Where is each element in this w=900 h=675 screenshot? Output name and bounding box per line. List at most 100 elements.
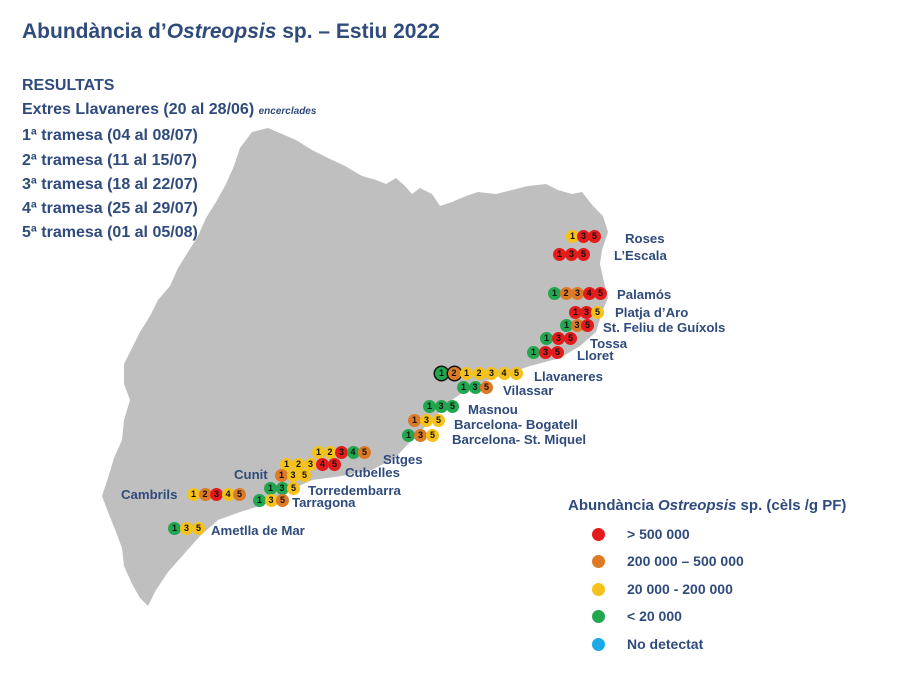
sample-dot: 1 — [423, 400, 436, 413]
sample-dot: 4 — [582, 287, 596, 300]
sample-dot: 5 — [426, 429, 439, 442]
legend-label: > 500 000 — [627, 526, 690, 542]
sample-dot: 5 — [298, 469, 311, 482]
site-label: Cunit — [234, 467, 268, 482]
sample-dot: 3 — [275, 482, 289, 495]
sample-dot: 3 — [286, 469, 300, 482]
site-label: Lloret — [577, 348, 614, 363]
legend-label: 200 000 – 500 000 — [627, 553, 744, 569]
sample-dot: 2 — [323, 446, 337, 459]
shipment-2: 2ª tramesa (11 al 15/07) — [22, 151, 197, 169]
sample-dot: 3 — [577, 230, 590, 243]
page-title: Abundància d’Ostreopsis sp. – Estiu 2022 — [22, 20, 440, 43]
sample-dot: 3 — [485, 367, 498, 380]
legend-title: Abundància Ostreopsis sp. (cèls /g PF) — [568, 497, 847, 514]
sample-dot: 1 — [457, 381, 470, 394]
shipment-4: 4ª tramesa (25 al 29/07) — [22, 200, 198, 218]
legend-swatch — [592, 555, 605, 568]
sample-dot: 3 — [539, 346, 552, 359]
site-label: Tarragona — [292, 495, 356, 510]
legend-label: < 20 000 — [627, 608, 682, 624]
site-label: Llavaneres — [534, 369, 603, 384]
sample-dot: 3 — [570, 319, 584, 332]
shipment-1: 1ª tramesa (04 al 08/07) — [22, 127, 198, 145]
sample-dot: 3 — [180, 522, 193, 535]
sample-dot: 5 — [564, 332, 577, 345]
sample-dot: 1 — [168, 522, 181, 535]
sample-dot: 1 — [553, 248, 566, 261]
sample-dot: 5 — [276, 494, 289, 507]
sample-dot: 4 — [221, 488, 235, 501]
sample-dot: 1 — [264, 482, 277, 495]
site-label: St. Feliu de Guíxols — [603, 320, 726, 335]
sample-dot: 1 — [402, 429, 415, 442]
sample-dot: 5 — [510, 367, 523, 380]
sample-dot: 3 — [210, 488, 223, 501]
shipment-3: 3ª tramesa (18 al 22/07) — [22, 175, 198, 193]
shipment-5: 5ª tramesa (01 al 05/08) — [22, 224, 198, 242]
sample-dot: 3 — [468, 381, 482, 394]
sample-dot: 3 — [552, 332, 565, 345]
sample-dot: 3 — [304, 458, 317, 471]
sample-dot: 1 — [187, 488, 200, 501]
catalonia-shape — [102, 128, 608, 606]
site-label: Cambrils — [121, 487, 178, 502]
sample-dot: 5 — [233, 488, 246, 501]
site-label: Sitges — [383, 452, 423, 467]
sample-dot: 1 — [566, 230, 579, 243]
sample-dot: 5 — [287, 482, 300, 495]
site-label: Roses — [625, 231, 665, 246]
sample-dot: 3 — [434, 400, 448, 413]
sample-dot: 1 — [460, 367, 473, 380]
extra-sampling-line: Extres Llavaneres (20 al 28/06) encercla… — [22, 101, 317, 119]
sample-dot: 5 — [551, 346, 564, 359]
results-heading: RESULTATS — [22, 77, 115, 94]
sample-dot: 3 — [580, 306, 593, 319]
sample-dot: 1 — [312, 446, 325, 459]
site-label: Tossa — [590, 336, 628, 351]
sample-dot: 2 — [472, 367, 486, 380]
site-label: Ametlla de Mar — [211, 523, 305, 538]
sample-dot: 1 — [408, 414, 421, 427]
site-label: Cubelles — [345, 465, 400, 480]
sample-dot: 5 — [588, 230, 601, 243]
sample-dot: 3 — [420, 414, 433, 427]
sample-dot: 3 — [264, 494, 278, 507]
sample-dot: 5 — [328, 458, 341, 471]
circled-note: encerclades — [258, 106, 317, 118]
sample-dot: 2 — [198, 488, 212, 501]
legend-swatch — [592, 528, 605, 541]
sample-dot: 5 — [591, 306, 604, 319]
site-label: L’Escala — [614, 248, 667, 263]
sample-dot: 5 — [358, 446, 371, 459]
sample-dot: 3 — [565, 248, 578, 261]
sample-dot: 1 — [560, 319, 573, 332]
sample-dot: 5 — [594, 287, 607, 300]
sample-dot: 4 — [497, 367, 511, 380]
sample-dot: 5 — [577, 248, 590, 261]
legend-swatch — [592, 638, 605, 651]
sample-dot: 1 — [527, 346, 540, 359]
legend-label: 20 000 - 200 000 — [627, 581, 733, 597]
site-label: Barcelona- St. Miquel — [452, 432, 587, 447]
sample-dot: 5 — [446, 400, 459, 413]
sample-dot: 5 — [581, 319, 594, 332]
site-label: Palamós — [617, 287, 672, 302]
site-label: Barcelona- Bogatell — [454, 417, 578, 432]
sample-dot: 3 — [571, 287, 584, 300]
legend-label: No detectat — [627, 636, 704, 652]
sample-dot: 5 — [432, 414, 445, 427]
sample-dot: 2 — [292, 458, 305, 471]
legend-swatch — [592, 610, 605, 623]
sample-dot: 1 — [275, 469, 288, 482]
site-label: Platja d’Aro — [615, 305, 689, 320]
sample-dot: 2 — [447, 367, 461, 380]
sample-dot: 1 — [540, 332, 553, 345]
sample-dot: 3 — [335, 446, 348, 459]
sample-dot: 3 — [414, 429, 427, 442]
sample-dot: 1 — [569, 306, 582, 319]
site-label: Torredembarra — [308, 483, 401, 498]
sample-dot: 4 — [346, 446, 360, 459]
sample-dot: 5 — [192, 522, 205, 535]
